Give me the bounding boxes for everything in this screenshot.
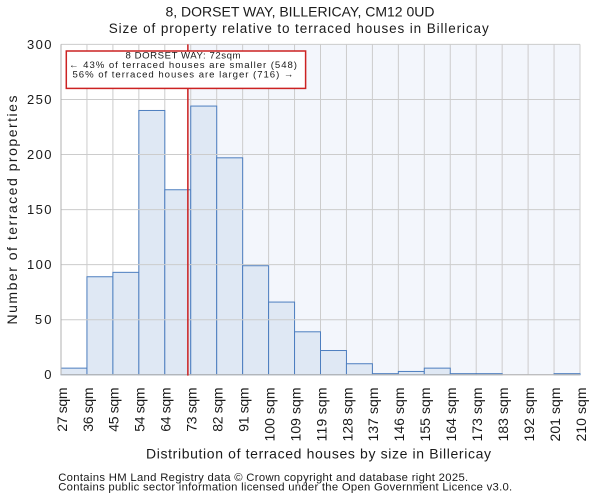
svg-text:Number of terraced properties: Number of terraced properties	[4, 96, 20, 325]
svg-text:100 sqm: 100 sqm	[261, 388, 277, 442]
svg-text:155 sqm: 155 sqm	[417, 388, 433, 442]
svg-text:Contains HM Land Registry data: Contains HM Land Registry data © Crown c…	[58, 472, 468, 484]
svg-text:Size of property relative to t: Size of property relative to terraced ho…	[109, 21, 489, 36]
svg-text:109 sqm: 109 sqm	[287, 388, 303, 442]
svg-text:Contains public sector informa: Contains public sector information licen…	[58, 481, 512, 493]
svg-text:300: 300	[27, 37, 52, 52]
svg-text:45 sqm: 45 sqm	[106, 388, 122, 432]
svg-text:← 43% of terraced houses are s: ← 43% of terraced houses are smaller (54…	[69, 60, 297, 71]
svg-text:64 sqm: 64 sqm	[158, 388, 174, 432]
svg-text:183 sqm: 183 sqm	[495, 388, 511, 442]
svg-text:201 sqm: 201 sqm	[547, 388, 563, 442]
svg-text:137 sqm: 137 sqm	[365, 388, 381, 442]
svg-text:56% of terraced houses are lar: 56% of terraced houses are larger (716) …	[73, 70, 294, 81]
svg-text:8 DORSET WAY: 72sqm: 8 DORSET WAY: 72sqm	[126, 51, 241, 62]
svg-text:250: 250	[27, 92, 52, 107]
svg-text:91 sqm: 91 sqm	[235, 388, 251, 432]
svg-text:210 sqm: 210 sqm	[573, 388, 589, 442]
svg-text:200: 200	[27, 147, 52, 162]
svg-text:146 sqm: 146 sqm	[391, 388, 407, 442]
svg-text:173 sqm: 173 sqm	[469, 388, 485, 442]
svg-text:82 sqm: 82 sqm	[210, 388, 226, 432]
svg-text:36 sqm: 36 sqm	[80, 388, 96, 432]
svg-text:Distribution of terraced house: Distribution of terraced houses by size …	[146, 445, 491, 461]
svg-text:8, DORSET WAY, BILLERICAY, CM1: 8, DORSET WAY, BILLERICAY, CM12 0UD	[166, 3, 435, 19]
svg-text:119 sqm: 119 sqm	[313, 388, 329, 442]
svg-text:164 sqm: 164 sqm	[443, 388, 459, 442]
svg-text:150: 150	[27, 202, 52, 217]
svg-text:27 sqm: 27 sqm	[54, 388, 70, 432]
svg-text:192 sqm: 192 sqm	[521, 388, 537, 442]
svg-text:0: 0	[44, 367, 51, 382]
svg-text:73 sqm: 73 sqm	[184, 388, 200, 432]
svg-text:128 sqm: 128 sqm	[339, 388, 355, 442]
svg-text:100: 100	[27, 257, 52, 272]
svg-text:54 sqm: 54 sqm	[132, 388, 148, 432]
